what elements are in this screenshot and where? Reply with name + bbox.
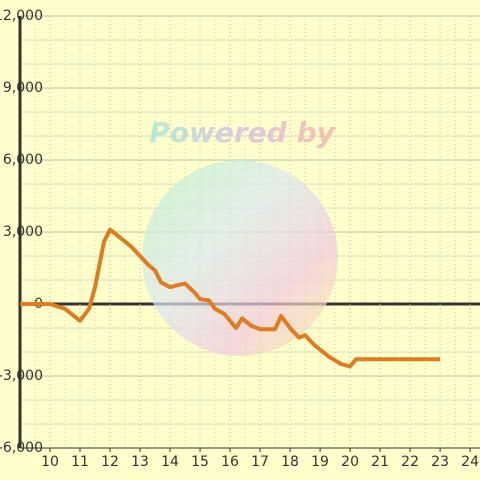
x-tick-label: 21: [371, 454, 389, 470]
x-tick-label: 13: [131, 454, 149, 470]
x-tick-label: 11: [71, 454, 89, 470]
watermark: Powered by: [149, 116, 336, 149]
x-tick-label: 18: [281, 454, 299, 470]
x-tick-label: 19: [311, 454, 329, 470]
x-tick-label: 24: [461, 454, 479, 470]
x-tick-label: 22: [401, 454, 419, 470]
y-tick-label: 9,000: [3, 80, 43, 96]
watermark-logo: [142, 160, 338, 356]
data-line: [20, 227, 441, 369]
x-tick-label: 10: [41, 454, 59, 470]
y-tick-label: 3,000: [3, 224, 43, 240]
x-tick-label: 12: [101, 454, 119, 470]
x-tick-label: 14: [161, 454, 179, 470]
x-tick-label: 16: [221, 454, 239, 470]
x-tick-label: 23: [431, 454, 449, 470]
x-tick-label: 15: [191, 454, 209, 470]
x-tick-label: 17: [251, 454, 269, 470]
y-tick-label: 6,000: [3, 152, 43, 168]
x-tick-label: 20: [341, 454, 359, 470]
